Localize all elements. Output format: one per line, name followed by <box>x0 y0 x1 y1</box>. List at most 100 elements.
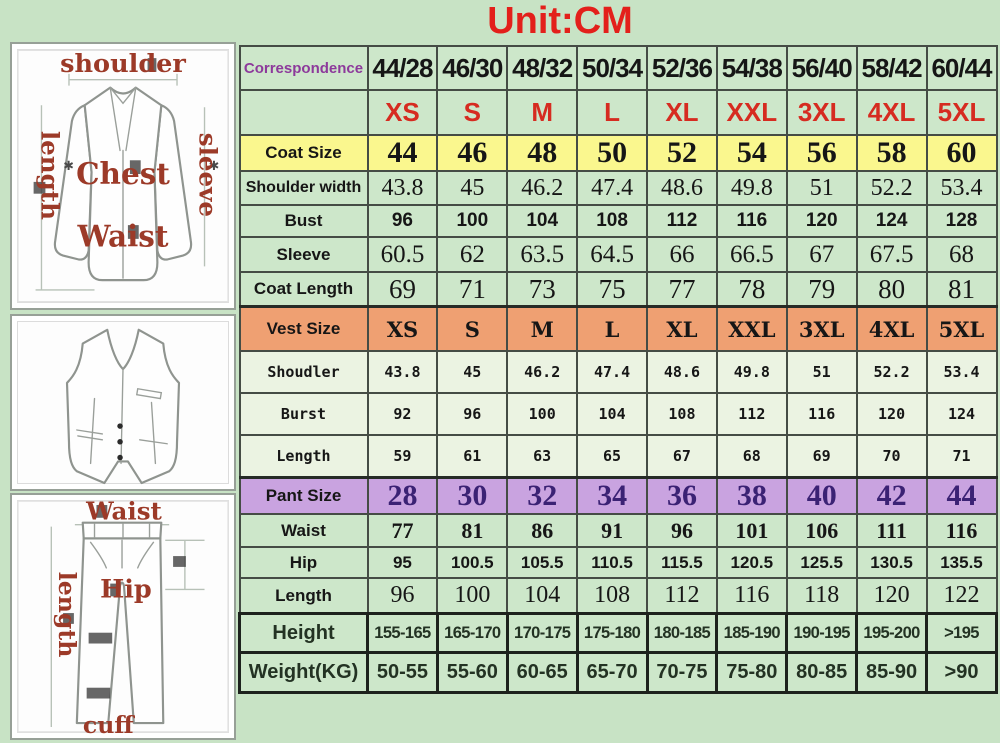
value-cell: 96 <box>646 513 718 548</box>
value-cell: 67 <box>785 236 858 273</box>
value-cell: 101 <box>715 513 788 548</box>
value-cell: 45 <box>436 170 509 206</box>
table-row-vest: Shoudler 43.8 45 46.2 47.4 48.6 49.8 51 52.2 53.4 <box>238 350 998 394</box>
value-cell: 65-70 <box>575 651 649 694</box>
value-cell: 58 <box>855 134 928 172</box>
value-cell: 77 <box>646 271 718 308</box>
value-cell: 56 <box>785 134 858 172</box>
value-cell: 66.5 <box>715 236 788 273</box>
table-row-weight: Weight(KG) 50-55 55-60 60-65 65-70 70-75 75-80… <box>238 651 998 694</box>
value-cell: 52.2 <box>855 350 928 394</box>
value-cell: 63 <box>506 434 579 479</box>
row-label-cell: Hip <box>238 546 369 579</box>
value-cell: 91 <box>576 513 648 548</box>
value-cell: 51 <box>785 170 858 206</box>
value-cell: 46.2 <box>506 350 579 394</box>
value-cell: XXL <box>715 89 788 136</box>
pants-hip-label: Hip <box>100 574 152 604</box>
value-cell: 69 <box>366 271 439 308</box>
row-label-cell: Weight(KG) <box>238 651 369 694</box>
value-cell: 112 <box>646 577 718 615</box>
table-row-sleeve: Sleeve 60.5 62 63.5 64.5 66 66.5 67 67.5 68 <box>238 236 998 273</box>
vest-diagram <box>65 328 181 485</box>
value-cell: 108 <box>576 204 648 238</box>
value-cell: 128 <box>925 204 998 238</box>
value-cell: 50/34 <box>576 45 648 91</box>
row-label-cell: Waist <box>238 513 369 548</box>
value-cell: 34 <box>576 476 648 515</box>
value-cell: 185-190 <box>715 612 789 654</box>
value-cell: 48/32 <box>506 45 579 91</box>
value-cell: >195 <box>925 612 998 654</box>
value-cell: 67 <box>646 434 718 479</box>
value-cell: 125.5 <box>785 546 858 579</box>
row-label-cell: Bust <box>238 204 369 238</box>
value-cell: 70-75 <box>645 651 719 694</box>
value-cell: 43.8 <box>366 350 439 394</box>
value-cell: 85-90 <box>855 651 928 694</box>
value-cell: 44/28 <box>366 45 439 91</box>
pants-diagram-panel: Waist length Hip cuff <box>10 493 236 740</box>
row-label-cell: Sleeve <box>238 236 369 273</box>
value-cell: 56/40 <box>785 45 858 91</box>
value-cell: XXL <box>715 305 788 352</box>
value-cell: 175-180 <box>575 612 649 654</box>
value-cell: 52.2 <box>855 170 928 206</box>
table-row-vest: Burst 92 96 100 104 108 112 116 120 124 <box>238 392 998 436</box>
value-cell: 36 <box>646 476 718 515</box>
value-cell: 48.6 <box>646 170 718 206</box>
row-label-cell: Shoudler <box>238 350 369 394</box>
correspondence-row: Correspondence 44/28 46/30 48/32 50/34 52/36 5… <box>238 45 998 91</box>
value-cell: 32 <box>506 476 579 515</box>
value-cell: 47.4 <box>576 350 648 394</box>
value-cell: 60-65 <box>505 651 579 694</box>
value-cell: 67.5 <box>855 236 928 273</box>
jacket-chest-label: Chest <box>76 156 170 191</box>
table-row-shoulder: Shoulder width 43.8 45 46.2 47.4 48.6 49.8 51 52… <box>238 170 998 206</box>
jacket-right-sleeve <box>153 104 193 261</box>
value-cell: 79 <box>785 271 858 308</box>
table-row-pantlen: Length 96 100 104 108 112 116 118 120 122 <box>238 577 998 615</box>
pants-pockets <box>89 541 155 569</box>
value-cell: 49.8 <box>715 350 788 394</box>
value-cell: 112 <box>715 392 788 436</box>
value-cell: 104 <box>576 392 648 436</box>
value-cell: 165-170 <box>435 612 509 654</box>
value-cell: 135.5 <box>925 546 998 579</box>
value-cell: 50-55 <box>366 651 439 694</box>
value-cell: 108 <box>646 392 718 436</box>
value-cell: 4XL <box>855 305 928 352</box>
page-title: Unit:CM <box>487 0 633 42</box>
value-cell: 38 <box>715 476 788 515</box>
value-cell: 100 <box>506 392 579 436</box>
value-cell: 96 <box>366 577 439 615</box>
size-table-body: Correspondence 44/28 46/30 48/32 50/34 52/36 5… <box>238 45 998 694</box>
row-label-cell: Vest Size <box>238 305 369 352</box>
value-cell: 28 <box>366 476 439 515</box>
value-cell: 120.5 <box>715 546 788 579</box>
row-label-cell: Burst <box>238 392 369 436</box>
size-table: Correspondence 44/28 46/30 48/32 50/34 52/36 5… <box>238 45 998 694</box>
value-cell: 60.5 <box>366 236 439 273</box>
value-cell: 4XL <box>855 89 928 136</box>
jacket-diagram: ✱ ✱ shoulder length sleeve Chest Waist <box>17 49 229 303</box>
row-label-cell: Height <box>238 612 369 654</box>
value-cell: 100 <box>436 577 509 615</box>
value-cell: 44 <box>925 476 998 515</box>
value-cell: 3XL <box>785 305 858 352</box>
value-cell: 5XL <box>925 89 998 136</box>
value-cell: 59 <box>366 434 439 479</box>
star-mark: ✱ <box>63 159 74 174</box>
inner-frame <box>17 500 229 733</box>
table-row-vestsize: Vest Size XS S M L XL XXL 3XL 4XL 5XL <box>238 305 998 352</box>
value-cell: 48 <box>506 134 579 172</box>
row-label-cell: Length <box>238 577 369 615</box>
row-label-cell <box>238 89 369 136</box>
value-cell: 52 <box>646 134 718 172</box>
value-cell: 40 <box>785 476 858 515</box>
table-row-bust: Bust 96 100 104 108 112 116 120 124 128 <box>238 204 998 238</box>
value-cell: XS <box>366 89 439 136</box>
value-cell: 100 <box>436 204 509 238</box>
row-label-cell: Correspondence <box>238 45 369 91</box>
size-letters-row: XS S M L XL XXL 3XL 4XL 5XL <box>238 89 998 136</box>
